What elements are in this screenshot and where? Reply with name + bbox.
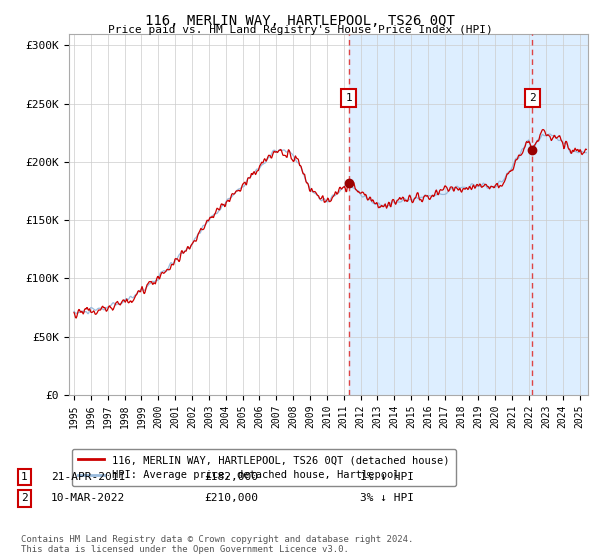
Text: £210,000: £210,000: [204, 493, 258, 503]
Text: 1% ↓ HPI: 1% ↓ HPI: [360, 472, 414, 482]
Bar: [349, 34, 600, 395]
Text: 10-MAR-2022: 10-MAR-2022: [51, 493, 125, 503]
Legend: 116, MERLIN WAY, HARTLEPOOL, TS26 0QT (detached house), HPI: Average price, deta: 116, MERLIN WAY, HARTLEPOOL, TS26 0QT (d…: [71, 449, 456, 487]
Text: 21-APR-2011: 21-APR-2011: [51, 472, 125, 482]
Text: 2: 2: [21, 493, 28, 503]
Text: 2: 2: [529, 93, 536, 102]
Text: £182,000: £182,000: [204, 472, 258, 482]
Text: 116, MERLIN WAY, HARTLEPOOL, TS26 0QT: 116, MERLIN WAY, HARTLEPOOL, TS26 0QT: [145, 14, 455, 28]
Text: 3% ↓ HPI: 3% ↓ HPI: [360, 493, 414, 503]
Text: Contains HM Land Registry data © Crown copyright and database right 2024.
This d: Contains HM Land Registry data © Crown c…: [21, 535, 413, 554]
Text: Price paid vs. HM Land Registry's House Price Index (HPI): Price paid vs. HM Land Registry's House …: [107, 25, 493, 35]
Text: 1: 1: [346, 93, 352, 102]
Text: 1: 1: [21, 472, 28, 482]
